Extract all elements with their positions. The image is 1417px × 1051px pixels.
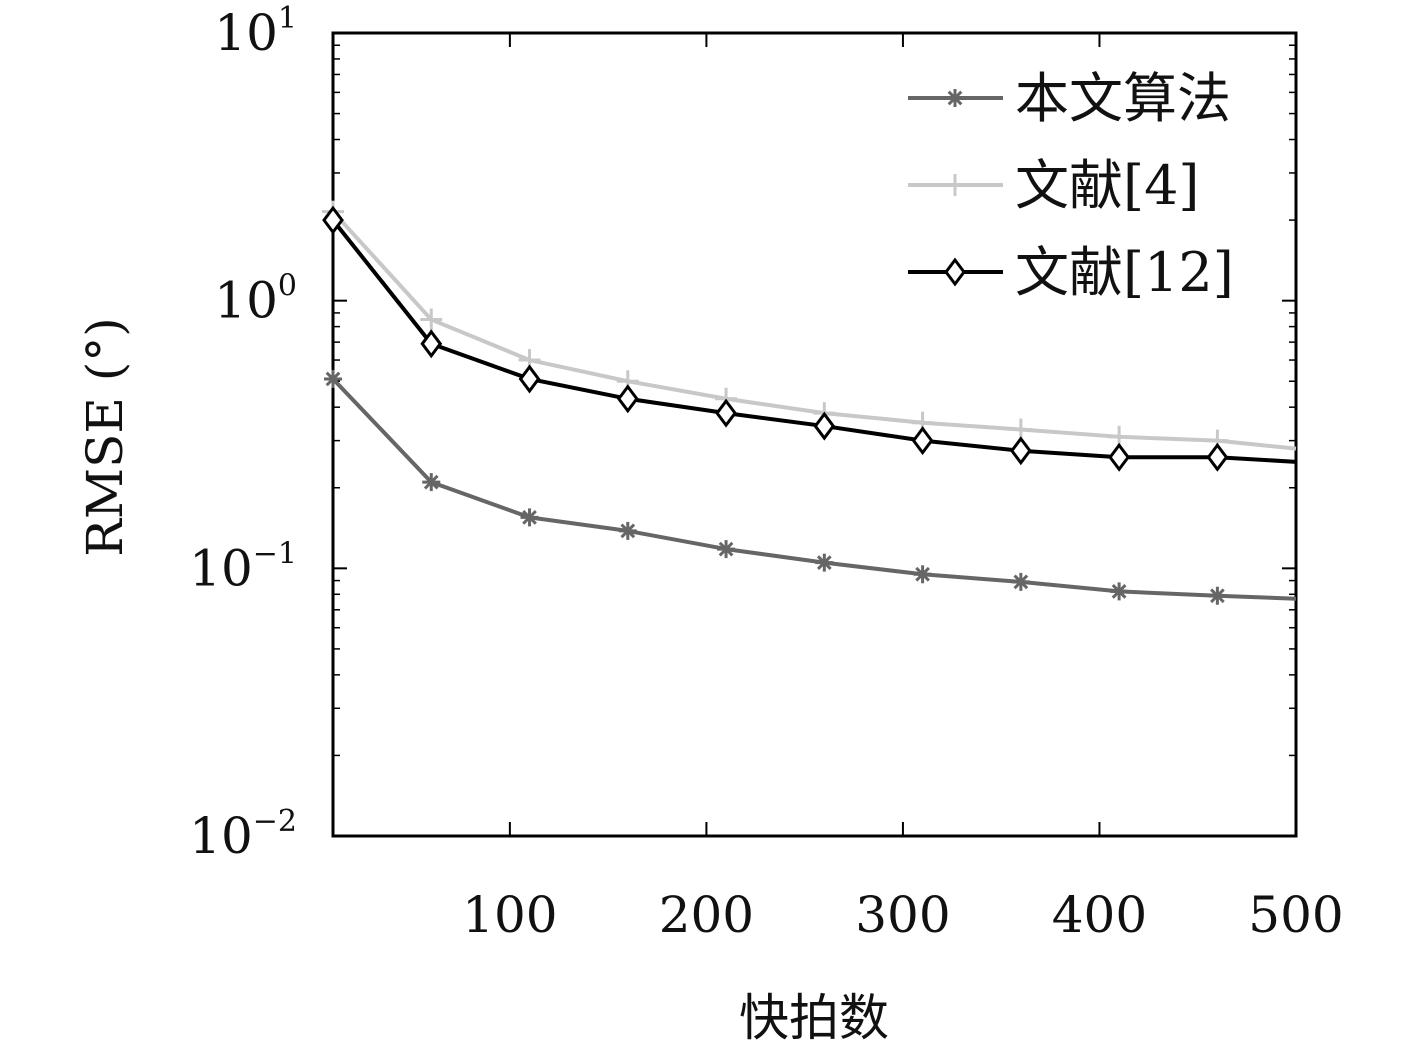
asterisk-d2 bbox=[947, 90, 963, 106]
y-tick-label: 100 bbox=[214, 269, 297, 330]
minor-tick-marks bbox=[333, 44, 1296, 757]
asterisk-d2 bbox=[325, 371, 341, 387]
asterisk-d2 bbox=[718, 541, 734, 557]
x-tick-label: 100 bbox=[462, 886, 557, 944]
y-axis-title: RMSE (°) bbox=[76, 317, 134, 557]
legend-swatch-marker bbox=[944, 257, 966, 287]
data-point bbox=[1108, 442, 1130, 472]
data-point bbox=[815, 553, 834, 572]
y-tick-label: 10−2 bbox=[189, 804, 297, 865]
data-point bbox=[420, 308, 443, 331]
data-point bbox=[717, 540, 736, 559]
series-0 bbox=[322, 200, 1297, 452]
data-point bbox=[911, 426, 934, 456]
data-point bbox=[618, 521, 637, 540]
asterisk-d2 bbox=[522, 510, 537, 525]
series-1 bbox=[322, 205, 1297, 472]
x-tick-label: 200 bbox=[659, 886, 754, 944]
data-point bbox=[1110, 582, 1129, 601]
data-point bbox=[322, 205, 344, 235]
x-axis-title: 快拍数 bbox=[739, 989, 889, 1047]
data-point bbox=[616, 384, 639, 414]
data-point bbox=[715, 398, 737, 428]
x-tick-label: 300 bbox=[855, 886, 950, 944]
data-point bbox=[518, 364, 541, 394]
data-point bbox=[420, 329, 443, 359]
series-layer bbox=[322, 200, 1297, 605]
series-2 bbox=[324, 369, 1297, 605]
plot-area-frame bbox=[331, 31, 1298, 838]
legend-entry: 本文算法 bbox=[908, 67, 1231, 130]
asterisk-d2 bbox=[1111, 584, 1127, 599]
data-point bbox=[422, 473, 441, 492]
legend-entry: 文献[4] bbox=[908, 154, 1200, 217]
legend-label: 文献[4] bbox=[1015, 154, 1200, 217]
y-tick-label: 101 bbox=[214, 1, 297, 62]
x-tick-labels: 100 200 300 400 500 bbox=[462, 886, 1344, 944]
asterisk-d2 bbox=[816, 555, 832, 571]
legend-swatch-marker bbox=[944, 174, 966, 196]
data-point bbox=[1206, 442, 1229, 472]
data-point bbox=[1208, 586, 1227, 605]
asterisk-d2 bbox=[1013, 574, 1029, 590]
asterisk-d2 bbox=[423, 474, 439, 490]
asterisk-d2 bbox=[620, 523, 636, 539]
data-point bbox=[913, 565, 932, 584]
y-tick-labels: 101 100 10−1 10−2 bbox=[189, 1, 297, 865]
legend-swatch-marker bbox=[946, 89, 964, 107]
asterisk-d2 bbox=[1210, 588, 1225, 604]
data-point bbox=[813, 411, 836, 441]
legend-label: 本文算法 bbox=[1015, 67, 1231, 130]
x-tick-label: 500 bbox=[1248, 886, 1343, 944]
legend-label: 文献[12] bbox=[1015, 241, 1234, 304]
y-tick-label: 10−1 bbox=[189, 536, 297, 597]
data-point bbox=[1011, 572, 1030, 591]
legend-entry: 文献[12] bbox=[908, 241, 1234, 304]
data-point bbox=[520, 508, 539, 527]
data-point bbox=[324, 369, 342, 388]
asterisk-d2 bbox=[915, 566, 930, 582]
x-tick-label: 400 bbox=[1052, 886, 1147, 944]
data-point bbox=[1009, 436, 1032, 466]
